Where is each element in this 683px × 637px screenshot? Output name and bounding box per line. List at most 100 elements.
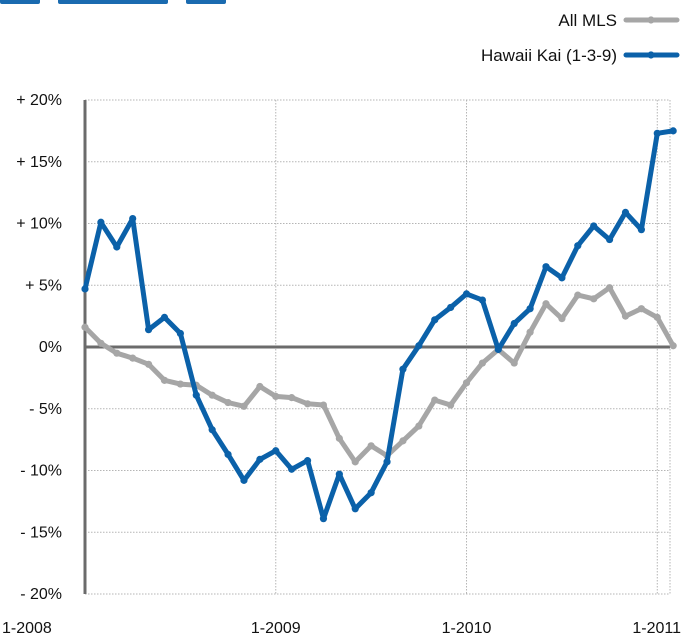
data-point [415,422,423,430]
data-point [447,401,455,409]
legend-swatch-point [647,16,655,24]
data-point [526,305,534,313]
data-point [256,455,264,463]
data-point [494,345,502,354]
axes [83,100,670,594]
data-point [637,226,645,234]
y-tick-label: + 15% [16,154,62,171]
series-lines [81,127,677,523]
data-point [605,235,614,244]
data-point [224,398,232,407]
series-hawaii-kai [81,127,677,523]
y-tick-label: + 20% [16,92,62,109]
legend: All MLS Hawaii Kai (1-3-9) [481,11,680,65]
data-point [288,394,296,402]
data-point [208,426,216,434]
data-point [510,359,518,367]
x-tick-label: 1-2009 [251,620,301,637]
data-point [653,313,661,321]
y-tick-label: 0% [39,339,62,356]
data-point [558,314,566,323]
data-point [574,242,582,250]
data-point [97,339,105,347]
data-point [97,218,105,226]
data-point [303,400,312,408]
data-point [113,349,121,357]
data-point [303,457,312,465]
data-point [240,476,248,484]
y-tick-label: - 20% [20,586,62,603]
data-point [160,313,169,321]
data-point [590,295,598,303]
data-point [240,402,248,410]
data-point [542,263,550,271]
data-point [335,434,343,442]
data-point [415,342,423,350]
data-point [605,284,614,292]
data-point [399,365,407,373]
data-point [478,359,487,367]
data-point [160,376,169,384]
data-point [335,470,343,478]
data-point [462,290,471,298]
data-point [510,319,518,328]
y-tick-label: + 5% [25,277,62,294]
data-point [462,379,471,387]
data-point [351,505,359,513]
y-tick-label: + 10% [16,216,62,233]
data-point [558,274,566,282]
data-point [288,465,296,473]
series-line [82,128,676,522]
series-line [82,285,676,465]
data-point [144,360,153,368]
legend-swatch-point [647,51,655,59]
y-tick-label: - 15% [20,524,62,541]
title-fragment-2 [58,0,168,4]
x-tick-label: 1-2011 [632,620,681,637]
data-point [367,442,375,450]
data-point [621,312,630,320]
data-point [224,450,232,459]
data-point [590,222,598,230]
y-tick-label: - 10% [20,463,62,480]
data-point [399,437,407,445]
title-fragment-1 [0,0,40,4]
data-point [208,391,216,399]
data-point [542,300,550,308]
x-tick-label: 1-2010 [442,620,492,637]
y-tick-label: - 5% [29,401,62,418]
data-point [653,129,661,137]
data-point [574,291,582,299]
series-all-mls [81,284,677,466]
data-point [176,380,184,388]
data-point [669,342,677,350]
data-point [319,515,328,523]
data-point [669,127,677,135]
title-fragment-3 [186,0,226,4]
tick-labels: - 20% - 15% - 10% - 5% 0% + 5% + 10% + 15% + 20%… [2,92,681,637]
data-point [367,489,375,497]
data-point [431,316,439,324]
data-point [192,391,200,399]
data-point [637,305,645,313]
data-point [129,354,137,362]
data-point [319,401,328,409]
data-point [431,396,439,404]
data-point [129,214,137,223]
data-point [272,392,280,400]
data-point [176,329,184,338]
data-point [447,303,455,312]
data-point [526,328,534,336]
data-point [144,326,153,334]
x-tick-label: 1-2008 [2,620,52,637]
legend-label: Hawaii Kai (1-3-9) [481,46,617,65]
data-point [383,458,391,466]
data-point [81,285,89,293]
data-point [256,382,264,391]
data-point [81,323,89,331]
data-point [621,208,630,216]
data-point [351,458,359,466]
data-point [478,296,487,304]
data-point [272,447,280,455]
